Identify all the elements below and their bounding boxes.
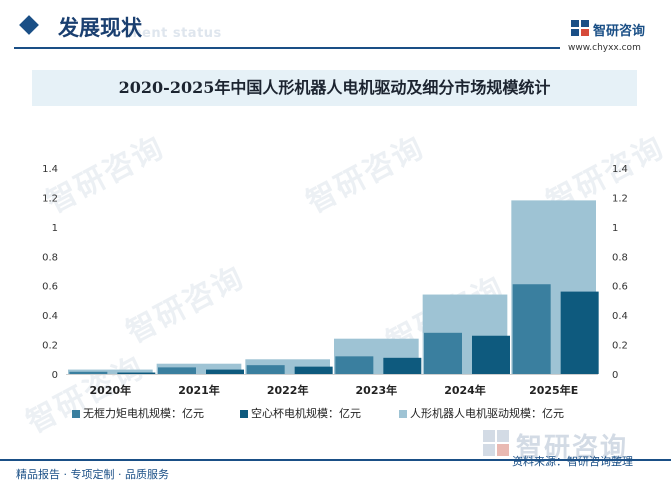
bar-humanoid-drive [68,369,153,374]
y-tick-label-left: 0 [52,370,58,381]
x-tick-label: 2021年 [178,383,220,397]
y-tick-label-left: 0.6 [42,282,58,293]
bar-coreless-cup [206,369,244,374]
header: ment status 发展现状 智研咨询 www.chyxx.com [0,0,671,58]
chart-title: 2020-2025年中国人形机器人电机驱动及细分市场规模统计 [118,78,551,97]
section-title: 发展现状 [58,15,142,40]
y-tick-label-right: 0.6 [612,282,628,293]
legend-swatch [240,410,248,418]
section-subtitle: ment status [128,26,222,41]
bar-coreless-cup [117,372,156,374]
y-tick-label-right: 0 [612,370,618,381]
y-tick-label-right: 1.2 [612,193,628,204]
footer-tagline: 精品报告 · 专项定制 · 品质服务 [16,468,169,481]
x-tick-label: 2024年 [444,383,486,397]
x-tick-label: 2022年 [267,383,309,397]
bar-coreless-cup [472,335,510,374]
bar-frameless-torque [69,371,108,374]
y-tick-label-right: 0.4 [612,311,628,322]
footer-brand-name: 智研咨询 [516,433,629,463]
bar-coreless-cup [560,291,599,374]
legend-swatch [72,410,80,418]
y-tick-label-left: 0.4 [42,311,58,322]
x-tick-label: 2025年E [529,383,578,397]
bar-frameless-torque [246,365,285,374]
y-tick-label-right: 1 [612,223,618,234]
legend-label: 人形机器人电机驱动规模：亿元 [410,407,564,420]
site-url[interactable]: www.chyxx.com [568,43,641,53]
bar-frameless-torque [424,332,462,374]
bar-coreless-cup [294,366,333,374]
chart-title-box: 2020-2025年中国人形机器人电机驱动及细分市场规模统计 [32,70,637,106]
bar-frameless-torque [335,356,374,374]
legend-label: 空心杯电机规模：亿元 [251,407,361,420]
footer-divider [0,459,671,461]
y-tick-label-left: 1 [52,223,58,234]
y-tick-label-left: 1.4 [42,164,58,175]
brand-logo-icon [571,20,589,36]
x-tick-label: 2023年 [356,383,398,397]
legend-swatch [399,410,407,418]
chart-legend: 无框力矩电机规模：亿元 空心杯电机规模：亿元 人形机器人电机驱动规模：亿元 [72,406,632,424]
bar-humanoid-drive [156,363,242,374]
y-tick-label-left: 0.2 [42,341,58,352]
y-tick-label-right: 0.2 [612,341,628,352]
header-divider [14,47,560,49]
x-tick-label: 2020年 [90,383,132,397]
legend-label: 无框力矩电机规模：亿元 [83,407,204,420]
brand-mark-icon [483,430,509,456]
y-tick-label-right: 1.4 [612,164,628,175]
source-note: 资料来源：智研咨询整理 [512,455,633,468]
brand-name: 智研咨询 [593,24,646,39]
bar-coreless-cup [383,357,422,374]
bar-frameless-torque [158,367,196,374]
bar-frameless-torque [512,284,551,374]
y-tick-label-left: 0.8 [42,252,58,263]
y-tick-label-right: 0.8 [612,252,628,263]
y-tick-label-left: 1.2 [42,193,58,204]
